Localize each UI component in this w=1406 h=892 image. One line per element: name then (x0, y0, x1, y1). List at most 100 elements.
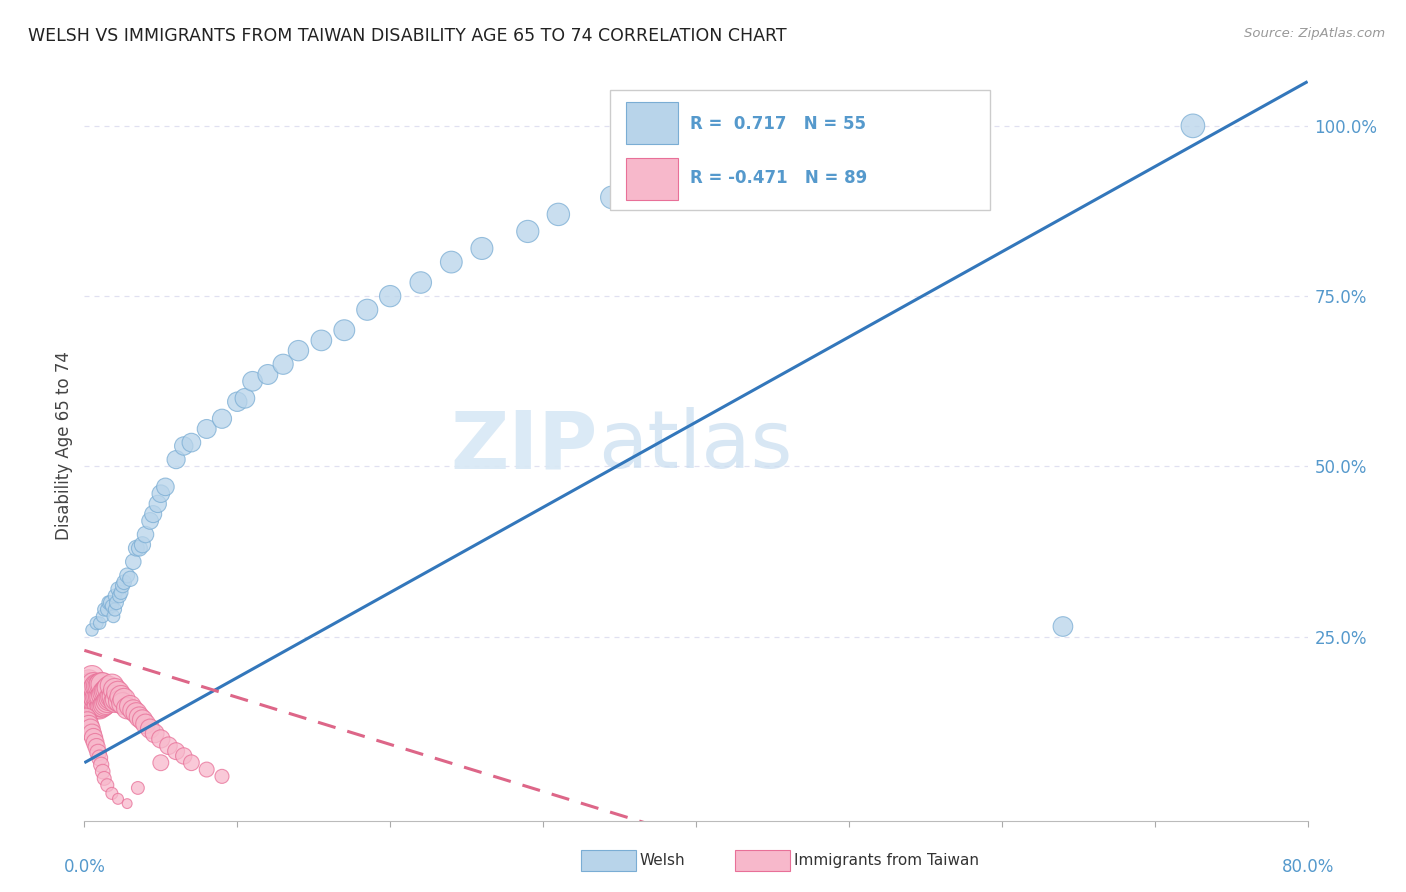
Point (471, 242, 494, 256)
Point (173, 748, 195, 763)
Point (93, 685, 115, 699)
Point (87, 699, 110, 714)
Point (233, 392, 256, 406)
Point (77, 684, 100, 698)
Point (75, 711, 97, 725)
Point (115, 797, 138, 811)
Point (96, 778, 118, 792)
Point (76, 688, 98, 702)
Point (98, 596, 121, 610)
Point (89, 751, 111, 765)
Point (86, 701, 108, 715)
Point (83, 688, 105, 702)
Point (380, 289, 402, 303)
Point (90, 690, 112, 704)
Point (90, 677, 112, 691)
Text: R =  0.717   N = 55: R = 0.717 N = 55 (690, 115, 866, 133)
Point (111, 579, 134, 593)
Point (86, 679, 108, 693)
Point (80, 623, 103, 637)
Point (125, 706, 148, 720)
Point (101, 786, 124, 800)
Point (149, 731, 172, 746)
Point (600, 190, 623, 204)
Point (97, 692, 120, 706)
Point (157, 739, 180, 753)
Point (143, 726, 166, 740)
Text: Source: ZipAtlas.com: Source: ZipAtlas.com (1244, 27, 1385, 40)
Point (87, 746, 110, 760)
Point (112, 575, 135, 590)
Text: Welsh: Welsh (640, 854, 685, 868)
Point (173, 439, 195, 453)
Point (409, 276, 432, 290)
Point (226, 394, 249, 409)
Point (149, 486, 172, 500)
Point (89, 690, 111, 704)
Point (75, 681, 97, 695)
Point (96, 602, 118, 616)
Point (94, 684, 117, 698)
Point (97, 596, 120, 610)
Text: ZIP: ZIP (451, 407, 598, 485)
Point (98, 691, 121, 706)
Point (107, 685, 129, 699)
Point (128, 710, 150, 724)
Point (76, 677, 98, 691)
Point (86, 740, 108, 755)
Point (242, 374, 264, 388)
Point (516, 224, 538, 238)
Point (146, 497, 169, 511)
Point (104, 694, 127, 708)
Point (547, 207, 569, 221)
Point (128, 541, 150, 556)
Point (91, 699, 114, 714)
Point (120, 572, 142, 586)
Point (105, 596, 128, 610)
Text: atlas: atlas (598, 407, 793, 485)
Point (94, 697, 117, 711)
Point (89, 616, 111, 631)
Point (91, 764, 114, 779)
Point (103, 609, 125, 624)
Point (101, 599, 124, 613)
Point (180, 756, 202, 770)
Point (89, 701, 111, 715)
Point (77, 694, 100, 708)
Point (122, 703, 145, 717)
Point (101, 679, 124, 693)
Point (107, 582, 129, 596)
Point (131, 538, 153, 552)
Point (333, 323, 356, 337)
Point (139, 722, 162, 736)
Point (195, 763, 218, 777)
Point (84, 735, 107, 749)
Point (86, 616, 108, 631)
Point (101, 690, 124, 704)
Point (131, 713, 153, 727)
Point (311, 334, 333, 348)
Point (79, 698, 101, 712)
FancyBboxPatch shape (626, 158, 678, 200)
Point (110, 690, 132, 704)
Point (93, 602, 115, 616)
Point (135, 717, 157, 731)
Point (84, 681, 107, 695)
Point (83, 701, 105, 715)
Point (87, 690, 110, 704)
Point (139, 514, 162, 528)
Point (83, 677, 105, 691)
Point (115, 701, 138, 715)
Point (356, 302, 378, 317)
Point (103, 690, 125, 704)
Point (91, 677, 114, 691)
Point (86, 690, 108, 704)
Point (211, 411, 233, 425)
Point (115, 568, 138, 582)
Point (142, 507, 165, 521)
Text: Immigrants from Taiwan: Immigrants from Taiwan (794, 854, 980, 868)
Point (211, 769, 233, 783)
Point (77, 673, 100, 688)
Point (90, 757, 112, 772)
FancyBboxPatch shape (610, 90, 990, 210)
